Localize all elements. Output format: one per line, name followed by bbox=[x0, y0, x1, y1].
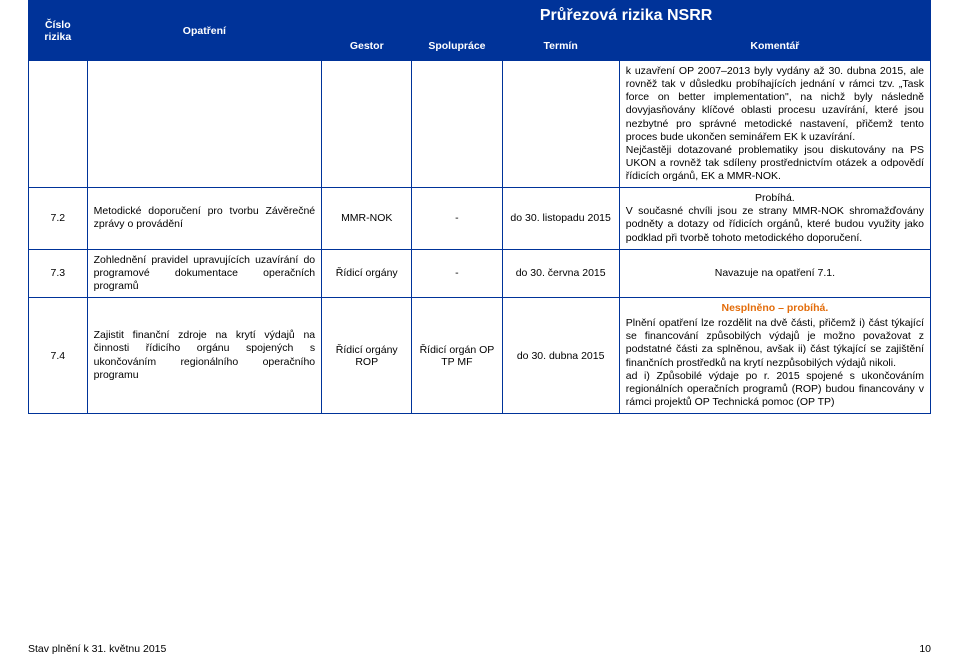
cell-comment: Navazuje na opatření 7.1. bbox=[619, 249, 930, 297]
col-gestor: Gestor bbox=[322, 32, 412, 61]
table-row: k uzavření OP 2007–2013 byly vydány až 3… bbox=[29, 61, 931, 188]
cell-opatreni: Zohlednění pravidel upravujících uzavírá… bbox=[87, 249, 322, 297]
table-row: 7.2 Metodické doporučení pro tvorbu Závě… bbox=[29, 188, 931, 250]
status-badge: Nesplněno – probíhá. bbox=[626, 302, 924, 315]
cell-opatreni: Metodické doporučení pro tvorbu Závěrečn… bbox=[87, 188, 322, 250]
col-komentar: Komentář bbox=[619, 32, 930, 61]
col-opatreni: Opatření bbox=[87, 1, 322, 61]
footer-left: Stav plnění k 31. květnu 2015 bbox=[28, 643, 166, 655]
cell-spoluprace: Řídicí orgán OP TP MF bbox=[412, 298, 502, 414]
footer-right: 10 bbox=[919, 643, 931, 655]
cell-gestor: MMR-NOK bbox=[322, 188, 412, 250]
cell-id: 7.2 bbox=[29, 188, 88, 250]
table-row: 7.3 Zohlednění pravidel upravujících uza… bbox=[29, 249, 931, 297]
cell-id: 7.4 bbox=[29, 298, 88, 414]
cell-id: 7.3 bbox=[29, 249, 88, 297]
col-spoluprace: Spolupráce bbox=[412, 32, 502, 61]
spoluprace-text: Řídicí orgán OP TP MF bbox=[420, 344, 495, 368]
cell-termin: do 30. listopadu 2015 bbox=[502, 188, 619, 250]
cell-gestor: Řídicí orgány bbox=[322, 249, 412, 297]
risk-table: Číslo rizika Opatření Průřezová rizika N… bbox=[28, 0, 931, 414]
status-text: Probíhá. bbox=[626, 192, 924, 205]
table-title: Průřezová rizika NSRR bbox=[322, 1, 931, 32]
cell-comment: k uzavření OP 2007–2013 byly vydány až 3… bbox=[619, 61, 930, 188]
table-row: 7.4 Zajistit finanční zdroje na krytí vý… bbox=[29, 298, 931, 414]
cell-comment: Probíhá. V současné chvíli jsou ze stran… bbox=[619, 188, 930, 250]
col-termin: Termín bbox=[502, 32, 619, 61]
comment-body: V současné chvíli jsou ze strany MMR-NOK… bbox=[626, 205, 924, 243]
cell-spoluprace: - bbox=[412, 249, 502, 297]
cell-comment: Nesplněno – probíhá. Plnění opatření lze… bbox=[619, 298, 930, 414]
page-footer: Stav plnění k 31. květnu 2015 10 bbox=[28, 643, 931, 655]
col-id: Číslo rizika bbox=[29, 1, 88, 61]
cell-gestor: Řídicí orgány ROP bbox=[322, 298, 412, 414]
cell-termin: do 30. června 2015 bbox=[502, 249, 619, 297]
comment-body: Plnění opatření lze rozdělit na dvě část… bbox=[626, 317, 924, 408]
cell-spoluprace: - bbox=[412, 188, 502, 250]
cell-opatreni: Zajistit finanční zdroje na krytí výdajů… bbox=[87, 298, 322, 414]
cell-termin: do 30. dubna 2015 bbox=[502, 298, 619, 414]
